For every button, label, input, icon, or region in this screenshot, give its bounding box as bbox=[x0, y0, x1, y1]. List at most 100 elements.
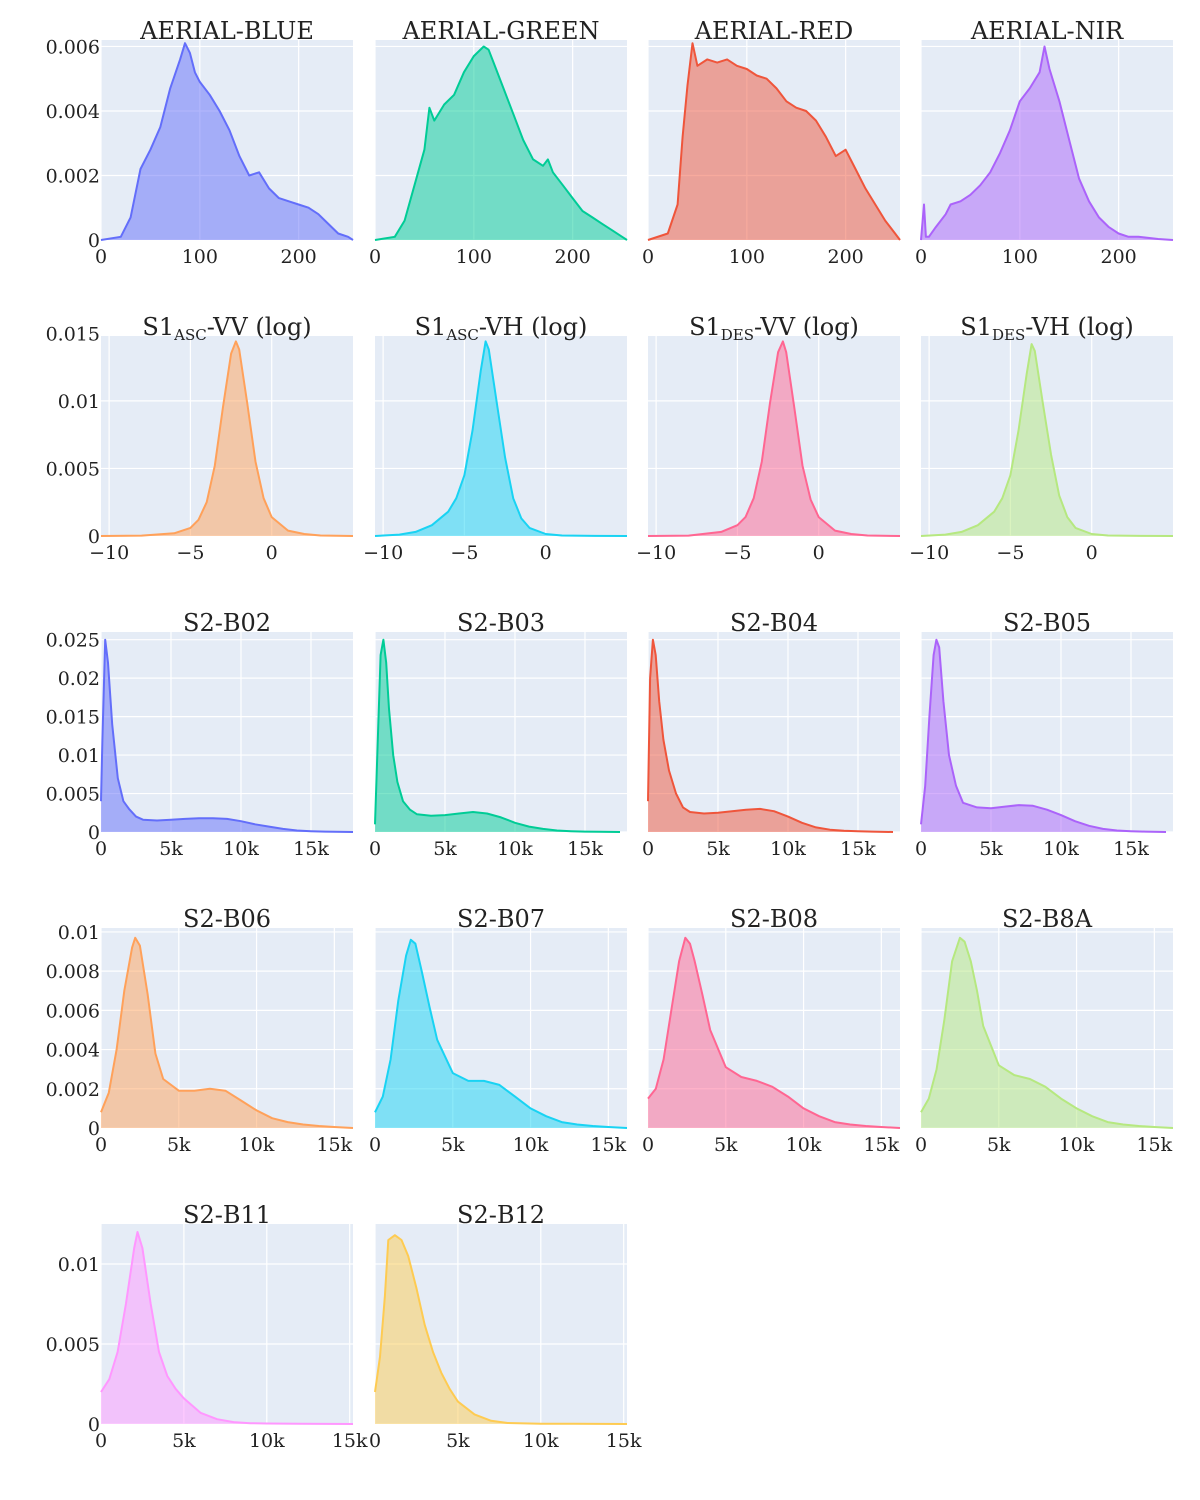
x-tick-label: −10 bbox=[89, 542, 129, 564]
x-tick-label: 0 bbox=[95, 1134, 107, 1156]
density-line bbox=[920, 45, 1174, 241]
chart-title: AERIAL-NIR bbox=[970, 17, 1124, 45]
chart-title: AERIAL-RED bbox=[694, 17, 854, 45]
x-tick-label: 10k bbox=[786, 1134, 822, 1156]
title-subscript: DES bbox=[721, 326, 754, 344]
density-area bbox=[648, 43, 900, 241]
chart-title: S1ASC-VH (log) bbox=[415, 313, 588, 344]
chart-title: S1DES-VH (log) bbox=[960, 313, 1133, 344]
density-area bbox=[101, 639, 353, 832]
chart-panel-4: AERIAL-NIR 0 100 200 bbox=[915, 17, 1174, 268]
title-main: S2-B05 bbox=[1003, 609, 1091, 637]
title-main: S1 bbox=[689, 313, 721, 341]
x-tick-label: 0 bbox=[642, 838, 654, 860]
density-area bbox=[921, 46, 1173, 240]
y-tick-label: 0 bbox=[88, 1118, 100, 1140]
chart-panel-8: S1DES-VH (log) −10 −5 0 bbox=[909, 313, 1174, 564]
x-tick-label: 0 bbox=[95, 246, 107, 268]
y-tick-label: 0.004 bbox=[46, 101, 100, 123]
x-tick-label: 15k bbox=[332, 1430, 368, 1452]
density-line bbox=[374, 938, 628, 1129]
x-tick-label: −5 bbox=[450, 542, 478, 564]
y-tick-label: 0 bbox=[88, 1414, 100, 1436]
density-area bbox=[648, 341, 900, 536]
x-tick-label: −10 bbox=[636, 542, 676, 564]
x-tick-label: 200 bbox=[1101, 246, 1137, 268]
x-tick-label: 200 bbox=[828, 246, 864, 268]
title-main: S2-B02 bbox=[183, 609, 271, 637]
x-tick-label: 200 bbox=[555, 246, 591, 268]
density-line bbox=[374, 340, 628, 537]
y-tick-label: 0 bbox=[88, 526, 100, 548]
x-tick-label: 0 bbox=[642, 1134, 654, 1156]
x-tick-label: 5k bbox=[706, 838, 730, 860]
density-line bbox=[100, 42, 354, 241]
density-line bbox=[647, 42, 901, 241]
x-tick-label: 0 bbox=[369, 838, 381, 860]
x-tick-label: 5k bbox=[987, 1134, 1011, 1156]
density-area bbox=[375, 1235, 627, 1424]
title-main: AERIAL-RED bbox=[694, 17, 854, 45]
chart-panel-9: S2-B02 0 5k 10k 15k 0 0.005 0.01 0.015 0.02 0.025 bbox=[46, 609, 354, 860]
x-tick-label: 0 bbox=[1086, 542, 1098, 564]
chart-title: S1DES-VV (log) bbox=[689, 313, 859, 344]
chart-title: S2-B02 bbox=[183, 609, 271, 637]
chart-panel-16: S2-B8A 0 5k 10k 15k bbox=[915, 905, 1174, 1156]
chart-title: S2-B07 bbox=[457, 905, 545, 933]
x-tick-label: 15k bbox=[1113, 838, 1149, 860]
x-tick-label: 0 bbox=[642, 246, 654, 268]
x-tick-label: 15k bbox=[316, 1134, 352, 1156]
x-tick-label: 15k bbox=[590, 1134, 626, 1156]
x-tick-label: 0 bbox=[915, 1134, 927, 1156]
x-tick-label: 0 bbox=[915, 246, 927, 268]
density-line bbox=[920, 936, 1174, 1129]
density-area bbox=[101, 1232, 353, 1424]
x-tick-label: 100 bbox=[1002, 246, 1038, 268]
chart-title: S2-B11 bbox=[183, 1201, 271, 1229]
x-tick-label: 15k bbox=[863, 1134, 899, 1156]
chart-panel-2: AERIAL-GREEN 0 100 200 bbox=[369, 17, 628, 268]
density-line bbox=[100, 936, 354, 1129]
x-tick-label: 5k bbox=[979, 838, 1003, 860]
chart-panel-6: S1ASC-VH (log) −10 −5 0 bbox=[363, 313, 628, 564]
title-main: AERIAL-NIR bbox=[970, 17, 1124, 45]
density-line bbox=[647, 936, 901, 1129]
chart-title: S2-B03 bbox=[457, 609, 545, 637]
x-tick-label: 10k bbox=[770, 838, 806, 860]
density-area bbox=[375, 46, 627, 240]
chart-panel-17: S2-B11 0 5k 10k 15k 0 0.005 0.01 bbox=[46, 1201, 368, 1452]
y-tick-label: 0.006 bbox=[46, 1000, 100, 1022]
density-area bbox=[921, 937, 1173, 1128]
title-main: S2-B03 bbox=[457, 609, 545, 637]
density-line bbox=[920, 638, 1167, 833]
y-tick-label: 0.02 bbox=[58, 668, 100, 690]
density-area bbox=[648, 937, 900, 1128]
chart-panel-15: S2-B08 0 5k 10k 15k bbox=[642, 905, 901, 1156]
y-tick-label: 0.015 bbox=[46, 323, 100, 345]
density-line bbox=[920, 343, 1174, 537]
title-main: S2-B8A bbox=[1002, 905, 1093, 933]
density-line bbox=[374, 1234, 628, 1425]
x-tick-label: 5k bbox=[714, 1134, 738, 1156]
chart-panel-7: S1DES-VV (log) −10 −5 0 bbox=[636, 313, 901, 564]
x-tick-label: 5k bbox=[167, 1134, 191, 1156]
x-tick-label: 10k bbox=[223, 838, 259, 860]
title-main: AERIAL-GREEN bbox=[401, 17, 599, 45]
x-tick-label: −5 bbox=[176, 542, 204, 564]
chart-panel-14: S2-B07 0 5k 10k 15k bbox=[369, 905, 628, 1156]
chart-title: S2-B04 bbox=[730, 609, 818, 637]
title-main: S2-B07 bbox=[457, 905, 545, 933]
x-tick-label: 0 bbox=[369, 1430, 381, 1452]
density-area bbox=[648, 639, 893, 832]
x-tick-label: 0 bbox=[369, 1134, 381, 1156]
density-line bbox=[100, 638, 354, 833]
chart-title: S2-B08 bbox=[730, 905, 818, 933]
x-tick-label: 15k bbox=[840, 838, 876, 860]
density-line bbox=[374, 638, 621, 833]
chart-title: S2-B12 bbox=[457, 1201, 545, 1229]
x-tick-label: 0 bbox=[95, 1430, 107, 1452]
density-area bbox=[101, 43, 353, 241]
y-tick-label: 0.002 bbox=[46, 1079, 100, 1101]
x-tick-label: 5k bbox=[441, 1134, 465, 1156]
